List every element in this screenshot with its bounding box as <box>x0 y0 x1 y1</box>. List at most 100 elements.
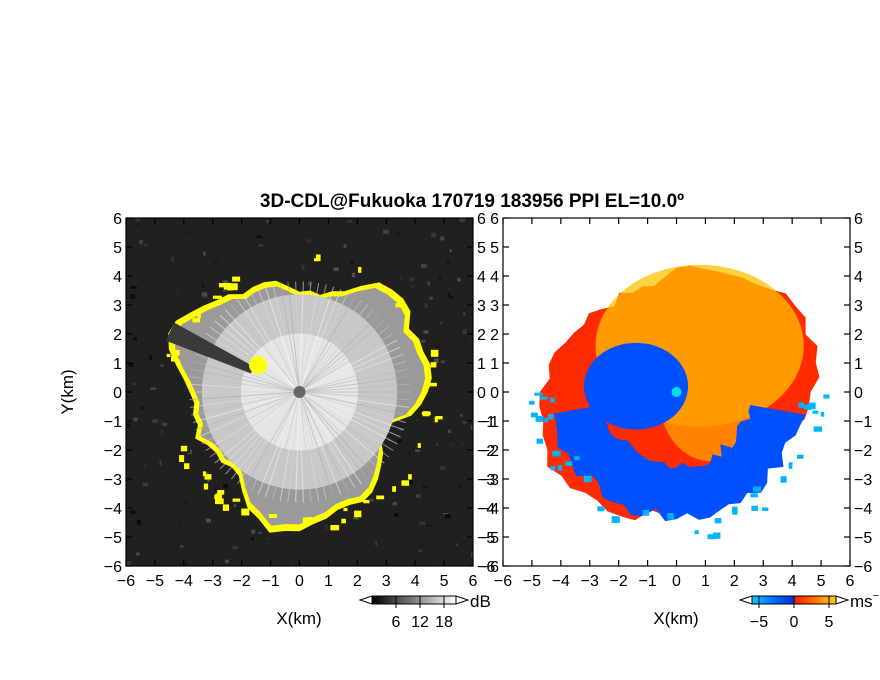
noise-cell <box>470 447 473 451</box>
radial-streak <box>299 309 374 393</box>
noise-cell <box>213 486 218 492</box>
noise-cell <box>418 549 423 553</box>
velocity-y-tick-label: 2 <box>490 327 499 344</box>
velocity-cell <box>751 505 758 511</box>
highlight-cell <box>232 276 241 282</box>
velocity-x-tick-label: 0 <box>672 573 681 590</box>
noise-cell <box>429 296 433 300</box>
snr-y-tick-label-right: −1 <box>477 414 495 431</box>
snr-y-tick-label: −5 <box>104 530 122 547</box>
radial-streak <box>272 284 300 393</box>
velocity-y-tick-label-right: 3 <box>854 298 863 315</box>
noise-cell <box>440 360 445 364</box>
velocity-x-tick-label: −2 <box>610 573 628 590</box>
radial-streak <box>205 391 300 452</box>
velocity-y-tick-label: 3 <box>490 298 499 315</box>
radial-streak <box>299 391 327 500</box>
noise-cell <box>420 339 426 343</box>
noise-cell <box>205 518 212 523</box>
highlight-cell <box>392 486 397 492</box>
snr-x-tick-label: 3 <box>382 573 391 590</box>
radial-streak <box>299 346 401 393</box>
velocity-cell <box>548 413 554 420</box>
noise-cell <box>333 267 339 271</box>
velocity-panel: −6 −5 −4 −3 −2 −1 0 1 2 3 4 5 66 65 54 43 32 21 10 0−1 −1−2−… <box>481 211 880 631</box>
radial-streak <box>299 368 408 393</box>
highlight-cell <box>341 518 346 524</box>
snr-colorbar-tick-label: 6 <box>392 614 401 631</box>
highlight-cell <box>215 498 224 505</box>
snr-x-tick-label: 6 <box>469 573 478 590</box>
velocity-cell <box>534 392 543 396</box>
velocity-x-tick-label: −6 <box>494 573 512 590</box>
noise-cell <box>392 502 398 506</box>
velocity-x-tick-label: 6 <box>846 573 855 590</box>
radial-streak <box>287 281 300 393</box>
snr-x-tick-label: −5 <box>146 573 164 590</box>
radial-streak <box>243 391 300 489</box>
velocity-y-tick-label: 0 <box>490 385 499 402</box>
noise-cell <box>166 311 171 315</box>
noise-cell <box>266 220 269 223</box>
highlight-cell <box>422 411 430 417</box>
velocity-colorbar-unit: ms−1 <box>850 590 880 611</box>
snr-y-tick-label-right: 3 <box>477 298 486 315</box>
noise-cell <box>151 419 157 424</box>
radial-streak <box>299 376 410 393</box>
noise-cell <box>214 258 218 263</box>
radial-streak <box>299 391 390 458</box>
noise-cell <box>346 220 353 223</box>
radial-streak <box>299 391 374 475</box>
noise-cell <box>407 450 412 456</box>
noise-cell <box>469 251 473 256</box>
noise-cell <box>447 429 452 433</box>
noise-cell <box>140 537 147 542</box>
velocity-x-tick-label: 4 <box>788 573 797 590</box>
highlight-cell <box>171 349 180 356</box>
radial-streak <box>231 304 300 393</box>
snr-x-tick-label: −6 <box>117 573 135 590</box>
noise-cell <box>471 552 473 557</box>
snr-y-tick-label-right: 1 <box>477 356 486 373</box>
noise-cell <box>325 524 328 530</box>
snr-y-tick-label-right: −5 <box>477 530 495 547</box>
highlight-cell <box>424 384 430 388</box>
velocity-cell <box>536 438 544 444</box>
noise-cell <box>201 292 208 297</box>
velocity-cell <box>642 510 650 516</box>
radial-streak <box>299 391 401 438</box>
noise-cell <box>459 218 465 222</box>
noise-cell <box>383 229 389 234</box>
velocity-y-tick-label: 5 <box>490 240 499 257</box>
noise-cell <box>439 275 442 280</box>
velocity-y-tick-label: 1 <box>490 356 499 373</box>
noise-cell <box>179 545 184 548</box>
highlight-cell <box>428 382 437 387</box>
noise-cell <box>464 337 468 343</box>
snr-x-tick-label: −4 <box>175 573 193 590</box>
noise-cell <box>415 494 421 498</box>
noise-cell <box>135 552 140 556</box>
noise-cell <box>143 243 148 247</box>
velocity-colorbar-tick-label: 5 <box>825 614 834 631</box>
noise-cell <box>173 377 180 380</box>
highlight-cell <box>313 258 320 262</box>
snr-colorbar-unit: dB <box>470 592 491 611</box>
noise-cell <box>172 489 179 493</box>
noise-cell <box>434 358 439 363</box>
highlight-cell <box>363 499 370 504</box>
velocity-colorbar-unit-exponent: −1 <box>873 590 880 602</box>
highlight-cell <box>197 312 201 319</box>
velocity-x-tick-label: 2 <box>730 573 739 590</box>
velocity-cell <box>813 426 823 432</box>
noise-cell <box>409 277 415 281</box>
snr-y-tick-label: −2 <box>104 443 122 460</box>
noise-cell <box>470 425 473 430</box>
radial-streak <box>299 281 304 393</box>
noise-cell <box>369 498 374 502</box>
noise-cell <box>183 501 188 504</box>
noise-cell <box>163 423 168 426</box>
radial-streak <box>299 326 390 393</box>
radial-streak <box>299 391 342 495</box>
velocity-y-tick-label-right: −3 <box>854 472 872 489</box>
